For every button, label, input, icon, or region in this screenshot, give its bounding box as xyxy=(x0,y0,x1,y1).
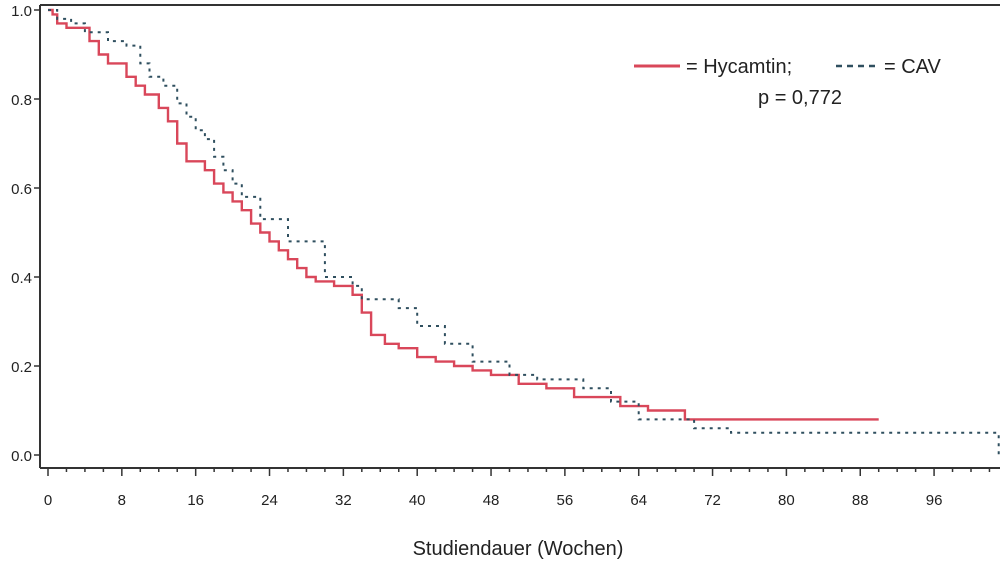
x-axis-title: Studiendauer (Wochen) xyxy=(413,538,624,560)
x-tick-label: 0 xyxy=(44,492,52,509)
y-tick-label: 1.0 xyxy=(11,3,32,20)
x-axis: 0 8 16 24 32 40 48 56 64 72 80 88 96 xyxy=(44,468,991,509)
x-tick-label: 80 xyxy=(778,492,795,509)
p-value-annotation: p = 0,772 xyxy=(758,87,842,109)
x-tick-label: 24 xyxy=(261,492,278,509)
x-tick-label: 88 xyxy=(852,492,869,509)
y-tick-label: 0.6 xyxy=(11,181,32,198)
legend: = Hycamtin; = CAV xyxy=(634,56,942,78)
y-tick-label: 0.2 xyxy=(11,359,32,376)
y-tick-label: 0.4 xyxy=(11,270,32,287)
x-tick-label: 8 xyxy=(118,492,126,509)
x-tick-label: 64 xyxy=(630,492,647,509)
series-line-cav xyxy=(48,9,1000,455)
y-tick-label: 0.8 xyxy=(11,92,32,109)
x-tick-label: 40 xyxy=(409,492,426,509)
legend-label-cav: = CAV xyxy=(884,56,942,78)
legend-label-hycamtin: = Hycamtin; xyxy=(686,56,792,78)
x-tick-label: 48 xyxy=(483,492,500,509)
x-tick-label: 72 xyxy=(704,492,721,509)
x-tick-label: 56 xyxy=(557,492,574,509)
series-line-hycamtin xyxy=(48,8,879,421)
y-tick-label: 0.0 xyxy=(11,448,32,465)
y-axis: 0.0 0.2 0.4 0.6 0.8 1.0 xyxy=(11,3,40,465)
plot-frame xyxy=(39,4,1000,469)
x-tick-label: 16 xyxy=(187,492,204,509)
x-tick-label: 96 xyxy=(926,492,943,509)
series-layer xyxy=(48,8,1000,455)
x-tick-label: 32 xyxy=(335,492,352,509)
